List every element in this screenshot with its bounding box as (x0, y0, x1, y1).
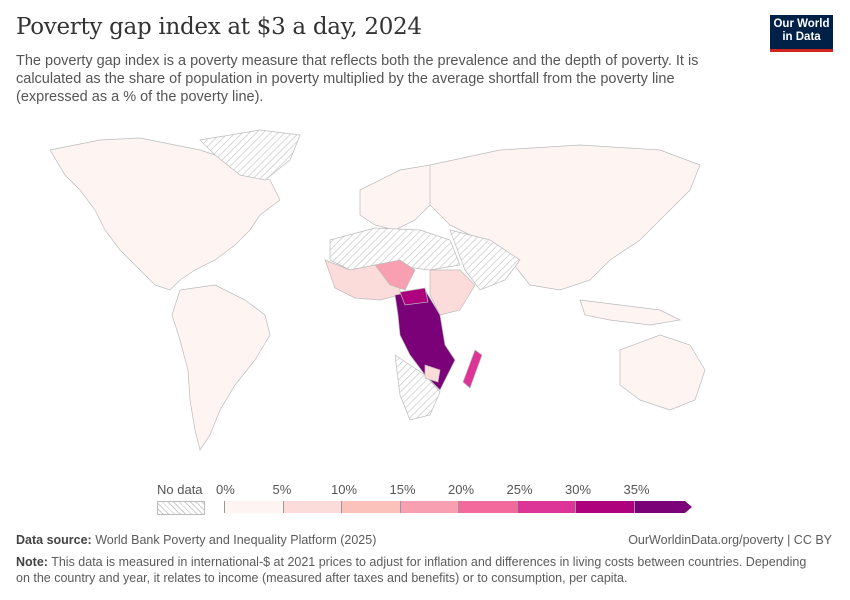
asia[interactable] (429, 144, 701, 291)
greenland[interactable] (199, 129, 301, 181)
legend-tick-label: 0% (216, 482, 235, 497)
legend-no-data-label: No data (157, 482, 203, 497)
legend-tick-label: 25% (506, 482, 533, 497)
source-label: Data source: (16, 533, 92, 547)
sahel[interactable] (374, 259, 416, 291)
madagascar[interactable] (462, 349, 483, 389)
legend-tick-label: 30% (565, 482, 592, 497)
chart-title: Poverty gap index at $3 a day, 2024 (16, 14, 422, 40)
license-link[interactable]: OurWorldinData.org/poverty | CC BY (628, 533, 832, 547)
legend-tick-label: 5% (272, 482, 292, 497)
legend-bin[interactable] (633, 501, 692, 513)
legend-tick-label: 15% (389, 482, 416, 497)
world-map[interactable] (0, 120, 850, 475)
note-text: This data is measured in international-$… (16, 555, 807, 585)
indonesia[interactable] (579, 299, 682, 326)
legend-bin[interactable] (282, 501, 341, 513)
north-america[interactable] (49, 137, 281, 291)
legend-bin[interactable] (458, 501, 517, 513)
chart-subtitle: The poverty gap index is a poverty measu… (16, 53, 699, 105)
australia[interactable] (619, 334, 706, 411)
south-africa[interactable] (424, 364, 441, 383)
europe[interactable] (359, 164, 441, 231)
legend-bin[interactable] (575, 501, 634, 513)
central-africa[interactable] (394, 289, 456, 391)
legend-bin[interactable] (341, 501, 400, 513)
source-text[interactable]: World Bank Poverty and Inequality Platfo… (95, 533, 377, 547)
legend-bin[interactable] (224, 501, 283, 513)
data-source: Data source: World Bank Poverty and Ineq… (16, 533, 376, 547)
note: Note: This data is measured in internati… (16, 554, 816, 586)
east-africa[interactable] (429, 269, 476, 316)
legend-tick-label: 35% (623, 482, 650, 497)
legend-bin[interactable] (399, 501, 458, 513)
note-label: Note: (16, 555, 48, 569)
south-america[interactable] (171, 284, 271, 451)
middle-east[interactable] (449, 229, 521, 291)
legend-no-data-swatch[interactable] (157, 501, 205, 515)
legend-tick-label: 20% (448, 482, 475, 497)
owid-logo[interactable]: Our World in Data (770, 15, 833, 52)
north-africa[interactable] (329, 227, 461, 271)
legend-tick-label: 10% (331, 482, 358, 497)
legend-bin[interactable] (516, 501, 575, 513)
car[interactable] (399, 287, 429, 306)
